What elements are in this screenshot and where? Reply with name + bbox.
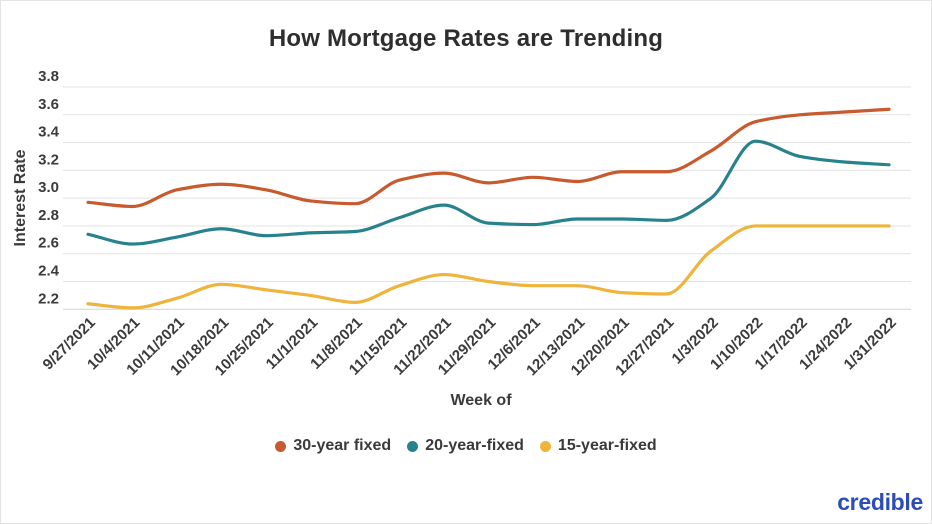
legend-item-15-year-fixed: 15-year-fixed <box>539 437 657 455</box>
y-tick-label: 2.2 <box>38 290 59 307</box>
series-line-15-year-fixed <box>86 224 891 310</box>
legend-dot-icon <box>275 440 287 452</box>
chart-title: How Mortgage Rates are Trending <box>268 25 664 52</box>
series-line-20-year-fixed <box>86 139 891 246</box>
legend-item-20-year-fixed: 20-year-fixed <box>407 437 524 455</box>
y-tick-label: 2.8 <box>38 207 59 224</box>
legend-item-30-year-fixed: 30-year fixed <box>275 437 391 455</box>
legend-label: 15-year-fixed <box>557 437 657 454</box>
y-tick-label: 3.6 <box>38 96 59 113</box>
x-tick-labels: 9/27/202110/4/202110/11/202110/18/202110… <box>40 314 900 379</box>
y-tick-label: 3.2 <box>38 151 59 168</box>
y-tick-label: 3.0 <box>38 179 59 196</box>
credible-logo: credible <box>837 489 923 515</box>
y-axis-title: Interest Rate <box>12 149 29 246</box>
y-tick-label: 2.4 <box>38 263 60 280</box>
legend-dot-icon <box>539 440 551 452</box>
legend-dot-icon <box>407 440 419 452</box>
series-line-30-year-fixed <box>86 107 891 209</box>
legend-label: 30-year fixed <box>293 437 392 454</box>
gridlines: 3.8 3.6 3.4 3.2 3.0 2.8 2.6 2.4 2.2 <box>38 68 911 310</box>
x-axis-title: Week of <box>450 392 512 409</box>
y-tick-label: 3.4 <box>38 124 60 141</box>
legend-label: 20-year-fixed <box>425 437 524 454</box>
y-tick-label: 2.6 <box>38 235 59 252</box>
chart-legend: 30-year fixed 20-year-fixed 15-year-fixed <box>1 437 931 455</box>
y-tick-label: 3.8 <box>38 68 59 85</box>
